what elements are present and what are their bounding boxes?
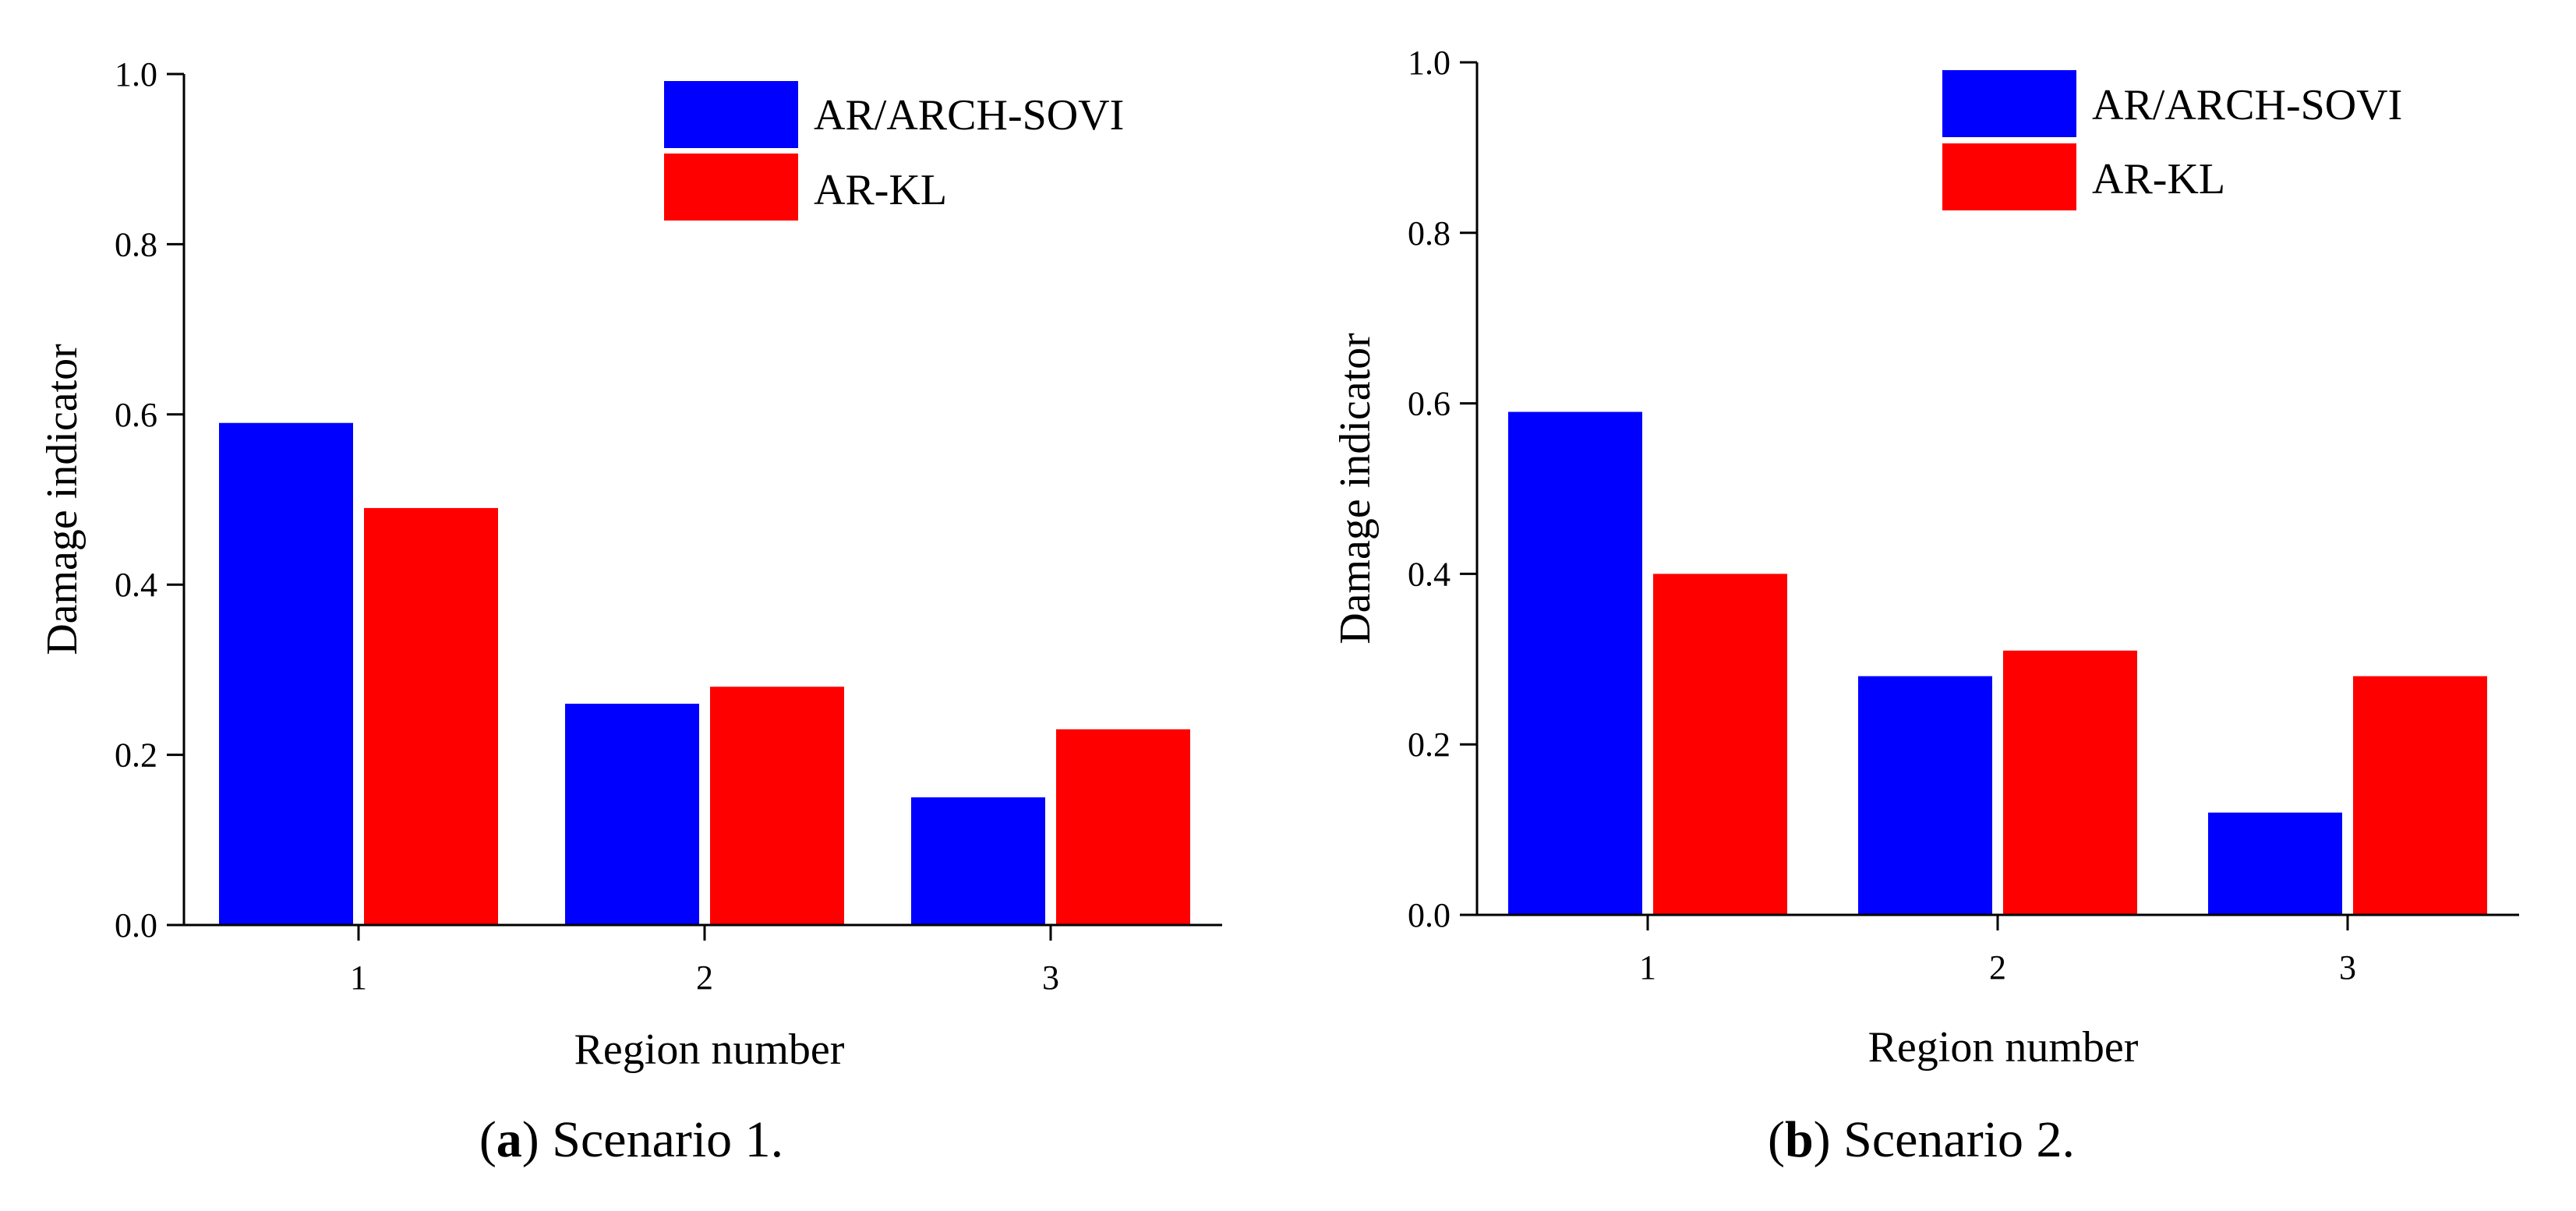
- bar-ar-kl-region-3: [2353, 676, 2487, 915]
- y-tick-label: 1.0: [115, 55, 157, 94]
- y-tick-label: 0.6: [115, 396, 157, 434]
- bar-ar-kl-region-1: [1653, 574, 1787, 915]
- caption: (b) Scenario 2.: [1768, 1111, 2075, 1168]
- panel-label: b: [1785, 1111, 1814, 1168]
- bar-ar-kl-region-1: [364, 507, 498, 925]
- y-axis-ticks: 0.0 0.2 0.4 0.6 0.8 1.0: [115, 55, 184, 944]
- axes-frame: [182, 74, 1222, 927]
- x-axis-title: Region number: [574, 1026, 845, 1074]
- caption-text: Scenario 1.: [552, 1111, 783, 1168]
- x-tick-label: 3: [2339, 948, 2356, 987]
- bars-group: [1508, 411, 2487, 915]
- y-tick-label: 0.4: [115, 566, 157, 604]
- legend-label-ar-kl: AR-KL: [2092, 155, 2225, 203]
- bar-ar-arch-sovi-region-3: [2208, 812, 2342, 915]
- legend-label-ar-arch-sovi: AR/ARCH-SOVI: [2092, 81, 2402, 129]
- y-tick-label: 1.0: [1408, 44, 1451, 82]
- legend-swatch-ar-kl: [1942, 143, 2076, 210]
- legend-label-ar-kl: AR-KL: [814, 166, 947, 214]
- y-axis-title: Damage indicator: [1331, 333, 1380, 644]
- y-tick-label: 0.0: [115, 906, 157, 944]
- bar-ar-kl-region-2: [2003, 650, 2137, 915]
- bars-group: [219, 422, 1190, 925]
- legend: AR/ARCH-SOVI AR-KL: [1942, 70, 2402, 210]
- bar-ar-arch-sovi-region-2: [565, 704, 699, 925]
- y-tick-label: 0.4: [1408, 555, 1451, 593]
- bar-ar-kl-region-3: [1056, 729, 1190, 925]
- x-tick-label: 1: [350, 959, 367, 997]
- x-tick-label: 2: [696, 959, 713, 997]
- legend-swatch-ar-kl: [664, 154, 798, 221]
- y-axis-ticks: 0.0 0.2 0.4 0.6 0.8 1.0: [1408, 44, 1477, 934]
- y-axis-title: Damage indicator: [38, 344, 87, 655]
- x-axis-ticks: 1 2 3: [350, 925, 1059, 997]
- y-tick-label: 0.8: [115, 225, 157, 263]
- legend-swatch-ar-arch-sovi: [664, 81, 798, 148]
- y-tick-label: 0.2: [115, 736, 157, 775]
- y-tick-label: 0.8: [1408, 214, 1451, 252]
- x-axis-title: Region number: [1868, 1023, 2139, 1072]
- caption-text: Scenario 2.: [1843, 1111, 2075, 1168]
- x-axis-ticks: 1 2 3: [1639, 915, 2356, 987]
- caption: (a) Scenario 1.: [479, 1111, 783, 1168]
- legend-swatch-ar-arch-sovi: [1942, 70, 2076, 137]
- legend-label-ar-arch-sovi: AR/ARCH-SOVI: [814, 91, 1124, 139]
- bar-ar-kl-region-2: [710, 687, 844, 925]
- x-tick-label: 3: [1042, 959, 1059, 997]
- x-tick-label: 1: [1639, 948, 1656, 987]
- bar-ar-arch-sovi-region-2: [1858, 676, 1992, 915]
- y-tick-label: 0.0: [1408, 896, 1451, 934]
- y-tick-label: 0.6: [1408, 385, 1451, 423]
- legend: AR/ARCH-SOVI AR-KL: [664, 81, 1124, 221]
- bar-ar-arch-sovi-region-3: [911, 797, 1045, 925]
- axes-frame: [1475, 62, 2519, 916]
- y-tick-label: 0.2: [1408, 726, 1451, 764]
- bar-ar-arch-sovi-region-1: [219, 422, 353, 925]
- x-tick-label: 2: [1989, 948, 2006, 987]
- bar-ar-arch-sovi-region-1: [1508, 411, 1642, 915]
- panel-label: a: [496, 1111, 522, 1168]
